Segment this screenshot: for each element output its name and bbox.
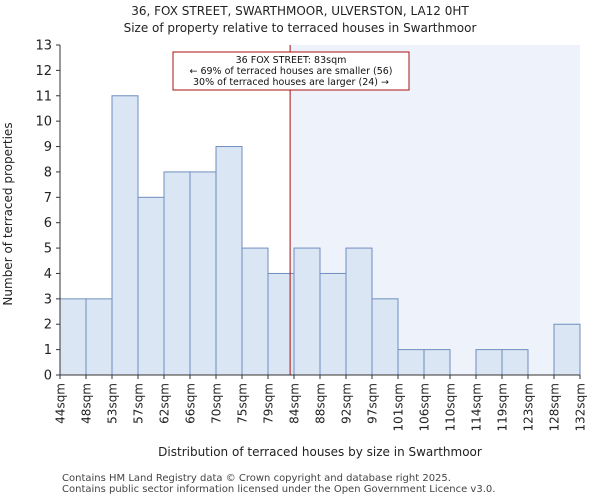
- chart-title: 36, FOX STREET, SWARTHMOOR, ULVERSTON, L…: [131, 4, 469, 18]
- annotation-box: [172, 51, 410, 91]
- x-tick-label-101sqm: 101sqm: [392, 383, 406, 431]
- x-tick-label-114sqm: 114sqm: [470, 383, 484, 431]
- x-tick-label-132sqm: 132sqm: [574, 383, 588, 431]
- x-tick-label-92sqm: 92sqm: [340, 383, 354, 424]
- x-tick-label-62sqm: 62sqm: [158, 383, 172, 424]
- x-tick-label-84sqm: 84sqm: [288, 383, 302, 424]
- x-tick-label-66sqm: 66sqm: [184, 383, 198, 424]
- bar-70sqm: [215, 146, 243, 376]
- bar-88sqm: [319, 272, 347, 376]
- x-tick-label-88sqm: 88sqm: [314, 383, 328, 424]
- annotation-line-1: 36 FOX STREET: 83sqm: [236, 55, 347, 66]
- y-tick-label-5: 5: [44, 242, 52, 257]
- x-axis-title: Distribution of terraced houses by size …: [158, 445, 482, 459]
- bar-62sqm: [163, 171, 191, 376]
- bar-57sqm: [137, 196, 165, 376]
- x-tick-label-57sqm: 57sqm: [132, 383, 146, 424]
- bar-84sqm: [293, 247, 321, 376]
- bar-44sqm: [59, 298, 87, 376]
- footer-licence: Contains public sector information licen…: [62, 484, 496, 495]
- y-tick-label-0: 0: [44, 369, 52, 384]
- x-tick-label-106sqm: 106sqm: [418, 383, 432, 431]
- y-tick-label-7: 7: [44, 191, 52, 206]
- bar-92sqm: [345, 247, 373, 376]
- x-tick-label-79sqm: 79sqm: [262, 383, 276, 424]
- y-tick-label-11: 11: [35, 89, 52, 104]
- bar-75sqm: [241, 247, 269, 376]
- bar-114sqm: [475, 349, 503, 376]
- y-tick-label-13: 13: [35, 39, 52, 54]
- x-tick-label-44sqm: 44sqm: [54, 383, 68, 424]
- x-tick-label-70sqm: 70sqm: [210, 383, 224, 424]
- x-tick-label-110sqm: 110sqm: [444, 383, 458, 431]
- bar-48sqm: [85, 298, 113, 376]
- x-tick-label-119sqm: 119sqm: [496, 383, 510, 431]
- x-tick-label-48sqm: 48sqm: [80, 383, 94, 424]
- y-tick-label-8: 8: [44, 165, 52, 180]
- y-tick-label-9: 9: [44, 140, 52, 155]
- footer-copyright: Contains HM Land Registry data © Crown c…: [62, 473, 451, 484]
- bar-97sqm: [371, 298, 399, 376]
- bar-106sqm: [423, 349, 451, 376]
- bar-66sqm: [189, 171, 217, 376]
- x-tick-label-53sqm: 53sqm: [106, 383, 120, 424]
- x-tick-label-123sqm: 123sqm: [522, 383, 536, 431]
- y-tick-label-2: 2: [44, 318, 52, 333]
- chart-subtitle: Size of property relative to terraced ho…: [123, 21, 477, 35]
- y-tick-label-4: 4: [44, 267, 52, 282]
- x-tick-label-128sqm: 128sqm: [548, 383, 562, 431]
- x-tick-label-75sqm: 75sqm: [236, 383, 250, 424]
- annotation-line-2: ← 69% of terraced houses are smaller (56…: [189, 66, 392, 77]
- bar-119sqm: [501, 349, 529, 376]
- annotation-line-3: 30% of terraced houses are larger (24) →: [193, 77, 389, 88]
- y-tick-label-10: 10: [35, 115, 52, 130]
- bar-101sqm: [397, 349, 425, 376]
- x-tick-label-97sqm: 97sqm: [366, 383, 380, 424]
- y-axis-title: Number of terraced properties: [1, 122, 15, 305]
- y-tick-label-3: 3: [44, 292, 52, 307]
- bar-128sqm: [553, 323, 581, 376]
- y-tick-label-1: 1: [44, 343, 52, 358]
- y-tick-label-12: 12: [35, 64, 52, 79]
- bar-53sqm: [111, 95, 139, 376]
- y-tick-label-6: 6: [44, 216, 52, 231]
